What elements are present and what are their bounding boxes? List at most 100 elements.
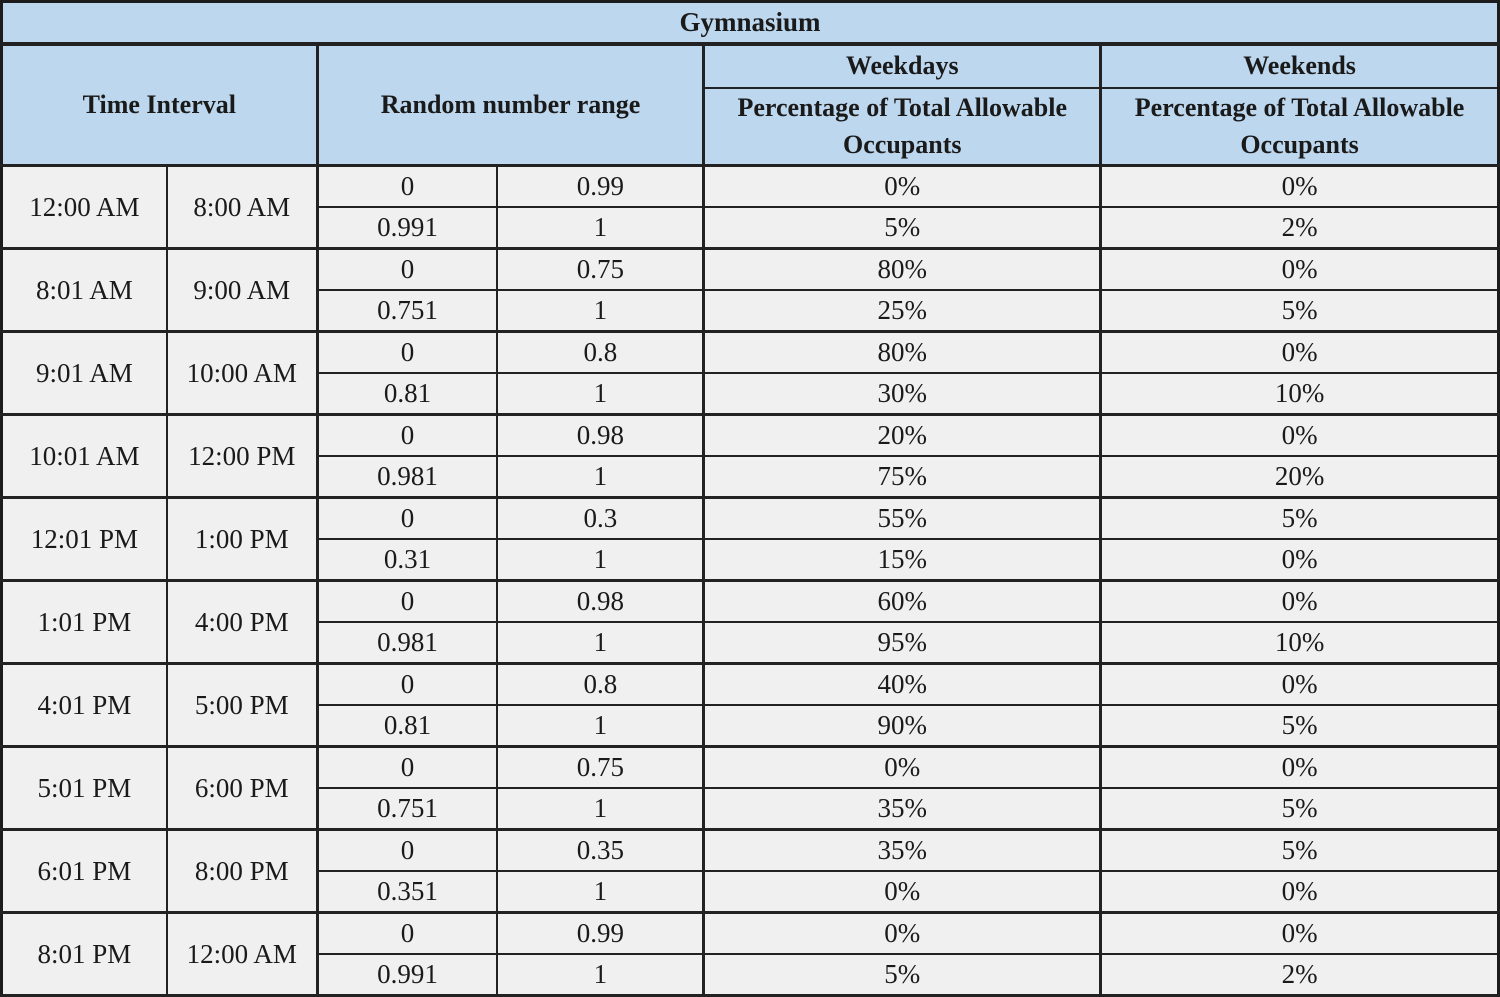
weekday-percentage-cell: 20%: [702, 413, 1103, 457]
weekend-percentage-cell: 0%: [1099, 662, 1500, 706]
table-row: 4:01 PM 5:00 PM 0 0.8 40% 0%: [0, 662, 1500, 748]
weekday-percentage-cell: 55%: [702, 496, 1103, 540]
random-low-cell: 0: [316, 247, 499, 291]
table-row: 0.751 1 35% 5%: [2, 787, 1500, 831]
table-row: 0.751 1 25% 5%: [2, 289, 1500, 333]
time-start-cell: 9:01 AM: [0, 330, 168, 416]
random-low-cell: 0: [316, 828, 499, 872]
time-end-cell: 6:00 PM: [165, 745, 319, 831]
weekday-percentage-cell: 60%: [702, 579, 1103, 623]
column-header-weekends: Weekends: [1099, 42, 1500, 89]
weekday-percentage-cell: 40%: [702, 662, 1103, 706]
random-low-cell: 0: [316, 413, 499, 457]
time-end-cell: 5:00 PM: [165, 662, 319, 748]
random-low-cell: 0.981: [316, 455, 499, 499]
random-low-cell: 0.751: [316, 289, 499, 333]
time-start-cell: 4:01 PM: [0, 662, 168, 748]
weekend-percentage-cell: 2%: [1099, 953, 1500, 997]
weekend-percentage-cell: 5%: [1099, 704, 1500, 748]
time-end-cell: 4:00 PM: [165, 579, 319, 665]
random-high-cell: 0.35: [496, 828, 706, 872]
weekday-percentage-cell: 95%: [702, 621, 1103, 665]
weekend-percentage-cell: 5%: [1099, 496, 1500, 540]
random-low-cell: 0: [316, 579, 499, 623]
random-low-cell: 0.81: [316, 704, 499, 748]
weekend-percentage-cell: 0%: [1099, 164, 1500, 208]
weekday-percentage-cell: 0%: [702, 164, 1103, 208]
column-subheader-weekend-percentage: Percentage of Total Allowable Occupants: [1099, 86, 1500, 167]
random-low-cell: 0.31: [316, 538, 499, 582]
random-high-cell: 0.8: [496, 662, 706, 706]
weekend-percentage-cell: 5%: [1099, 289, 1500, 333]
table-body: 12:00 AM 8:00 AM 0 0.99 0% 0% 0.991 1 5% 2% 8:01 A…: [0, 164, 1500, 997]
table-row: 12:00 AM 8:00 AM 0 0.99 0% 0%: [0, 164, 1500, 250]
time-start-cell: 8:01 AM: [0, 247, 168, 333]
random-low-cell: 0: [316, 911, 499, 955]
weekday-percentage-cell: 5%: [702, 206, 1103, 250]
weekday-percentage-cell: 35%: [702, 828, 1103, 872]
table-row: 0.981 1 75% 20%: [2, 455, 1500, 499]
random-high-cell: 1: [496, 787, 706, 831]
table-row: 0.991 1 5% 2%: [2, 206, 1500, 250]
table-row: 5:01 PM 6:00 PM 0 0.75 0% 0%: [0, 745, 1500, 831]
random-low-cell: 0: [316, 330, 499, 374]
weekday-percentage-cell: 25%: [702, 289, 1103, 333]
table-row: 8:01 AM 9:00 AM 0 0.75 80% 0%: [0, 247, 1500, 333]
random-high-cell: 0.8: [496, 330, 706, 374]
weekend-percentage-cell: 0%: [1099, 579, 1500, 623]
header-row-top: Time Interval Random number range Weekda…: [0, 42, 1500, 167]
random-high-cell: 0.99: [496, 164, 706, 208]
weekend-percentage-cell: 0%: [1099, 330, 1500, 374]
weekend-percentage-cell: 0%: [1099, 911, 1500, 955]
weekend-percentage-cell: 10%: [1099, 372, 1500, 416]
weekend-percentage-cell: 5%: [1099, 828, 1500, 872]
random-high-cell: 0.3: [496, 496, 706, 540]
random-high-cell: 0.99: [496, 911, 706, 955]
weekday-percentage-cell: 80%: [702, 247, 1103, 291]
time-start-cell: 10:01 AM: [0, 413, 168, 499]
time-end-cell: 12:00 AM: [165, 911, 319, 997]
table-row: 1:01 PM 4:00 PM 0 0.98 60% 0%: [0, 579, 1500, 665]
random-high-cell: 0.75: [496, 745, 706, 789]
weekend-percentage-cell: 20%: [1099, 455, 1500, 499]
title-row: Gymnasium: [0, 0, 1500, 46]
random-low-cell: 0: [316, 745, 499, 789]
weekend-percentage-cell: 0%: [1099, 870, 1500, 914]
table-row: 0.31 1 15% 0%: [2, 538, 1500, 582]
time-start-cell: 12:01 PM: [0, 496, 168, 582]
random-low-cell: 0.351: [316, 870, 499, 914]
time-end-cell: 1:00 PM: [165, 496, 319, 582]
weekday-percentage-cell: 0%: [702, 911, 1103, 955]
weekday-percentage-cell: 90%: [702, 704, 1103, 748]
weekend-percentage-cell: 5%: [1099, 787, 1500, 831]
random-high-cell: 0.75: [496, 247, 706, 291]
table-title: Gymnasium: [0, 0, 1500, 46]
table-row: 0.351 1 0% 0%: [2, 870, 1500, 914]
column-subheader-weekday-percentage: Percentage of Total Allowable Occupants: [702, 86, 1103, 167]
random-low-cell: 0.751: [316, 787, 499, 831]
weekday-percentage-cell: 0%: [702, 745, 1103, 789]
random-high-cell: 0.98: [496, 413, 706, 457]
table-row: 6:01 PM 8:00 PM 0 0.35 35% 5%: [0, 828, 1500, 914]
random-high-cell: 1: [496, 289, 706, 333]
table-row: 8:01 PM 12:00 AM 0 0.99 0% 0%: [0, 911, 1500, 997]
weekday-percentage-cell: 35%: [702, 787, 1103, 831]
weekend-percentage-cell: 0%: [1099, 413, 1500, 457]
random-low-cell: 0: [316, 496, 499, 540]
random-low-cell: 0.991: [316, 206, 499, 250]
column-header-weekdays: Weekdays: [702, 42, 1103, 89]
table-row: 0.991 1 5% 2%: [2, 953, 1500, 997]
time-start-cell: 1:01 PM: [0, 579, 168, 665]
table-row: 0.81 1 30% 10%: [2, 372, 1500, 416]
time-end-cell: 10:00 AM: [165, 330, 319, 416]
random-high-cell: 1: [496, 704, 706, 748]
column-header-time-interval: Time Interval: [0, 42, 319, 167]
random-low-cell: 0.991: [316, 953, 499, 997]
weekday-percentage-cell: 30%: [702, 372, 1103, 416]
time-start-cell: 12:00 AM: [0, 164, 168, 250]
random-high-cell: 1: [496, 206, 706, 250]
random-high-cell: 1: [496, 870, 706, 914]
random-high-cell: 1: [496, 953, 706, 997]
random-low-cell: 0: [316, 662, 499, 706]
